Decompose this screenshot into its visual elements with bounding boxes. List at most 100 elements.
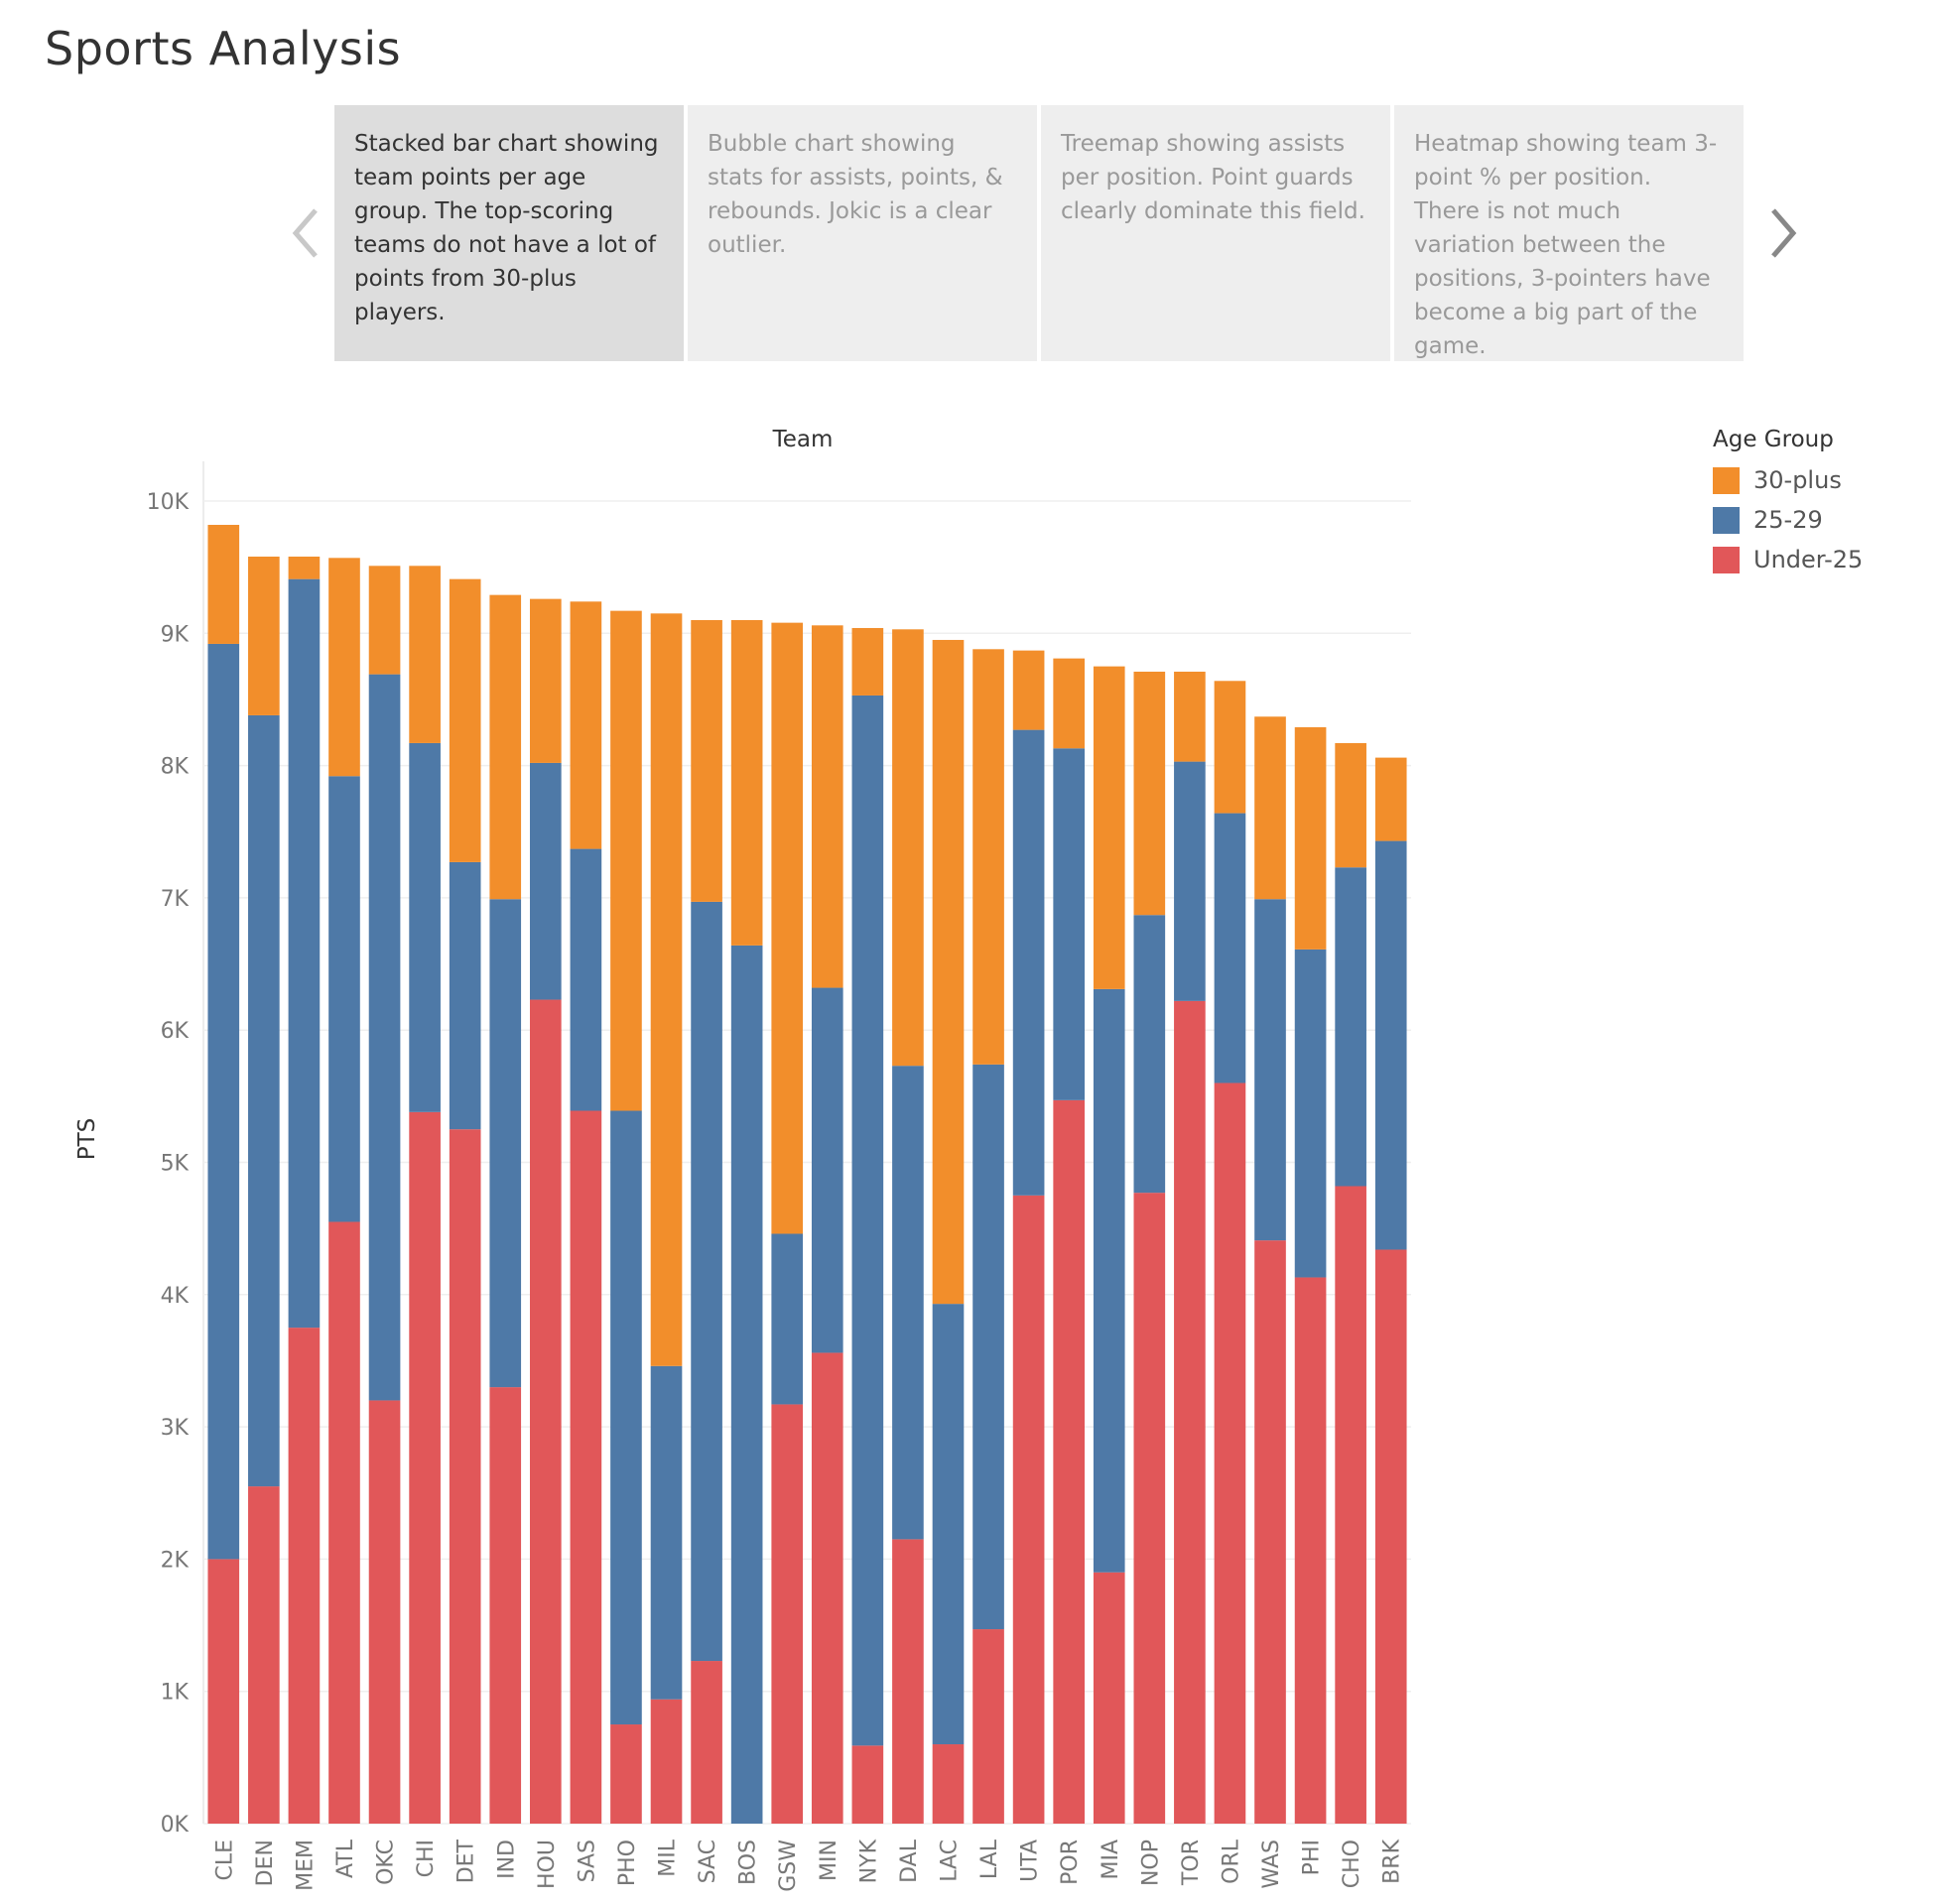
bar-chi-30-plus[interactable]: [409, 566, 441, 743]
bar-mia-25-29[interactable]: [1093, 988, 1125, 1573]
bar-atl-under-25[interactable]: [328, 1221, 360, 1824]
bar-bos-25-29[interactable]: [730, 945, 763, 1824]
chevron-right-icon: [1771, 208, 1797, 258]
bar-sac-under-25[interactable]: [691, 1661, 722, 1824]
bar-nop-25-29[interactable]: [1133, 915, 1166, 1194]
bar-det-25-29[interactable]: [449, 861, 481, 1130]
bar-lac-under-25[interactable]: [932, 1744, 965, 1824]
previous-story-button[interactable]: [278, 198, 337, 268]
bar-brk-under-25[interactable]: [1374, 1249, 1407, 1824]
bar-orl-25-29[interactable]: [1214, 813, 1246, 1083]
bar-mil-under-25[interactable]: [650, 1699, 683, 1824]
bar-cho-25-29[interactable]: [1335, 867, 1366, 1187]
bar-lac-30-plus[interactable]: [932, 639, 965, 1305]
legend-item[interactable]: Under-25: [1713, 540, 1863, 579]
bar-tor-25-29[interactable]: [1174, 761, 1206, 1001]
bar-cle-25-29[interactable]: [207, 643, 240, 1560]
story-point-3[interactable]: Treemap showing assists per position. Po…: [1041, 105, 1390, 361]
bar-mem-under-25[interactable]: [288, 1328, 321, 1824]
bar-den-25-29[interactable]: [248, 714, 280, 1487]
bar-por-under-25[interactable]: [1053, 1099, 1086, 1824]
bar-brk-25-29[interactable]: [1374, 840, 1407, 1250]
bar-ind-under-25[interactable]: [489, 1387, 522, 1824]
bar-min-25-29[interactable]: [811, 987, 843, 1353]
story-point-4[interactable]: Heatmap showing team 3-point % per posit…: [1394, 105, 1744, 361]
bar-nop-under-25[interactable]: [1133, 1193, 1166, 1824]
bar-lal-30-plus[interactable]: [972, 649, 1004, 1065]
bar-atl-25-29[interactable]: [328, 776, 360, 1222]
bar-pho-30-plus[interactable]: [610, 610, 642, 1111]
bar-mil-30-plus[interactable]: [650, 613, 683, 1366]
legend-item[interactable]: 25-29: [1713, 500, 1863, 540]
bar-sac-25-29[interactable]: [691, 901, 722, 1662]
bar-mia-under-25[interactable]: [1093, 1572, 1125, 1824]
bar-lal-under-25[interactable]: [972, 1629, 1004, 1824]
bar-uta-25-29[interactable]: [1012, 729, 1045, 1196]
bar-ind-25-29[interactable]: [489, 899, 522, 1388]
bar-nyk-under-25[interactable]: [851, 1745, 884, 1824]
bar-was-30-plus[interactable]: [1254, 716, 1286, 900]
bar-orl-under-25[interactable]: [1214, 1082, 1246, 1824]
bar-phi-30-plus[interactable]: [1294, 726, 1327, 950]
bar-lac-25-29[interactable]: [932, 1304, 965, 1745]
bar-sac-30-plus[interactable]: [691, 619, 722, 902]
bar-chi-under-25[interactable]: [409, 1111, 441, 1824]
bar-bos-30-plus[interactable]: [730, 619, 763, 946]
bar-uta-30-plus[interactable]: [1012, 650, 1045, 730]
bar-okc-under-25[interactable]: [368, 1400, 401, 1824]
bar-orl-30-plus[interactable]: [1214, 681, 1246, 814]
bar-nyk-30-plus[interactable]: [851, 627, 884, 696]
bar-cho-under-25[interactable]: [1335, 1186, 1366, 1824]
bar-mem-25-29[interactable]: [288, 578, 321, 1329]
bar-ind-30-plus[interactable]: [489, 594, 522, 900]
bar-tor-30-plus[interactable]: [1174, 671, 1206, 762]
bar-lal-25-29[interactable]: [972, 1064, 1004, 1630]
bar-pho-25-29[interactable]: [610, 1110, 642, 1725]
bar-uta-under-25[interactable]: [1012, 1195, 1045, 1824]
bar-nop-30-plus[interactable]: [1133, 671, 1166, 916]
bar-sas-under-25[interactable]: [570, 1110, 602, 1824]
bar-nyk-25-29[interactable]: [851, 695, 884, 1746]
bar-was-under-25[interactable]: [1254, 1240, 1286, 1824]
bar-atl-30-plus[interactable]: [328, 558, 360, 777]
bar-por-25-29[interactable]: [1053, 748, 1086, 1100]
page-title: Sports Analysis: [45, 22, 402, 75]
bar-okc-25-29[interactable]: [368, 674, 401, 1401]
bar-gsw-30-plus[interactable]: [771, 622, 804, 1234]
bar-phi-25-29[interactable]: [1294, 949, 1327, 1278]
bar-brk-30-plus[interactable]: [1374, 757, 1407, 841]
story-point-1[interactable]: Stacked bar chart showing team points pe…: [334, 105, 684, 361]
bar-hou-30-plus[interactable]: [529, 598, 562, 763]
bar-pho-under-25[interactable]: [610, 1724, 642, 1824]
bar-mil-25-29[interactable]: [650, 1365, 683, 1700]
bar-was-25-29[interactable]: [1254, 899, 1286, 1241]
bar-min-30-plus[interactable]: [811, 625, 843, 988]
legend-item[interactable]: 30-plus: [1713, 460, 1863, 500]
bar-gsw-25-29[interactable]: [771, 1233, 804, 1405]
bar-por-30-plus[interactable]: [1053, 658, 1086, 749]
bar-den-30-plus[interactable]: [248, 556, 280, 715]
bar-mia-30-plus[interactable]: [1093, 666, 1125, 989]
bar-hou-25-29[interactable]: [529, 762, 562, 1000]
bar-okc-30-plus[interactable]: [368, 566, 401, 675]
bar-det-under-25[interactable]: [449, 1129, 481, 1824]
bar-hou-under-25[interactable]: [529, 999, 562, 1824]
bar-chi-25-29[interactable]: [409, 742, 441, 1112]
bar-min-under-25[interactable]: [811, 1352, 843, 1824]
bar-sas-30-plus[interactable]: [570, 601, 602, 849]
bar-cle-30-plus[interactable]: [207, 524, 240, 644]
bar-mem-30-plus[interactable]: [288, 556, 321, 579]
bar-phi-under-25[interactable]: [1294, 1277, 1327, 1824]
bar-den-under-25[interactable]: [248, 1486, 280, 1824]
bar-cle-under-25[interactable]: [207, 1559, 240, 1824]
next-story-button[interactable]: [1751, 198, 1811, 268]
bar-dal-30-plus[interactable]: [892, 629, 924, 1067]
bar-tor-under-25[interactable]: [1174, 1000, 1206, 1824]
bar-dal-25-29[interactable]: [892, 1066, 924, 1540]
story-point-2[interactable]: Bubble chart showing stats for assists, …: [688, 105, 1037, 361]
bar-dal-under-25[interactable]: [892, 1539, 924, 1824]
bar-sas-25-29[interactable]: [570, 848, 602, 1111]
bar-det-30-plus[interactable]: [449, 578, 481, 862]
bar-cho-30-plus[interactable]: [1335, 742, 1366, 868]
bar-gsw-under-25[interactable]: [771, 1404, 804, 1824]
